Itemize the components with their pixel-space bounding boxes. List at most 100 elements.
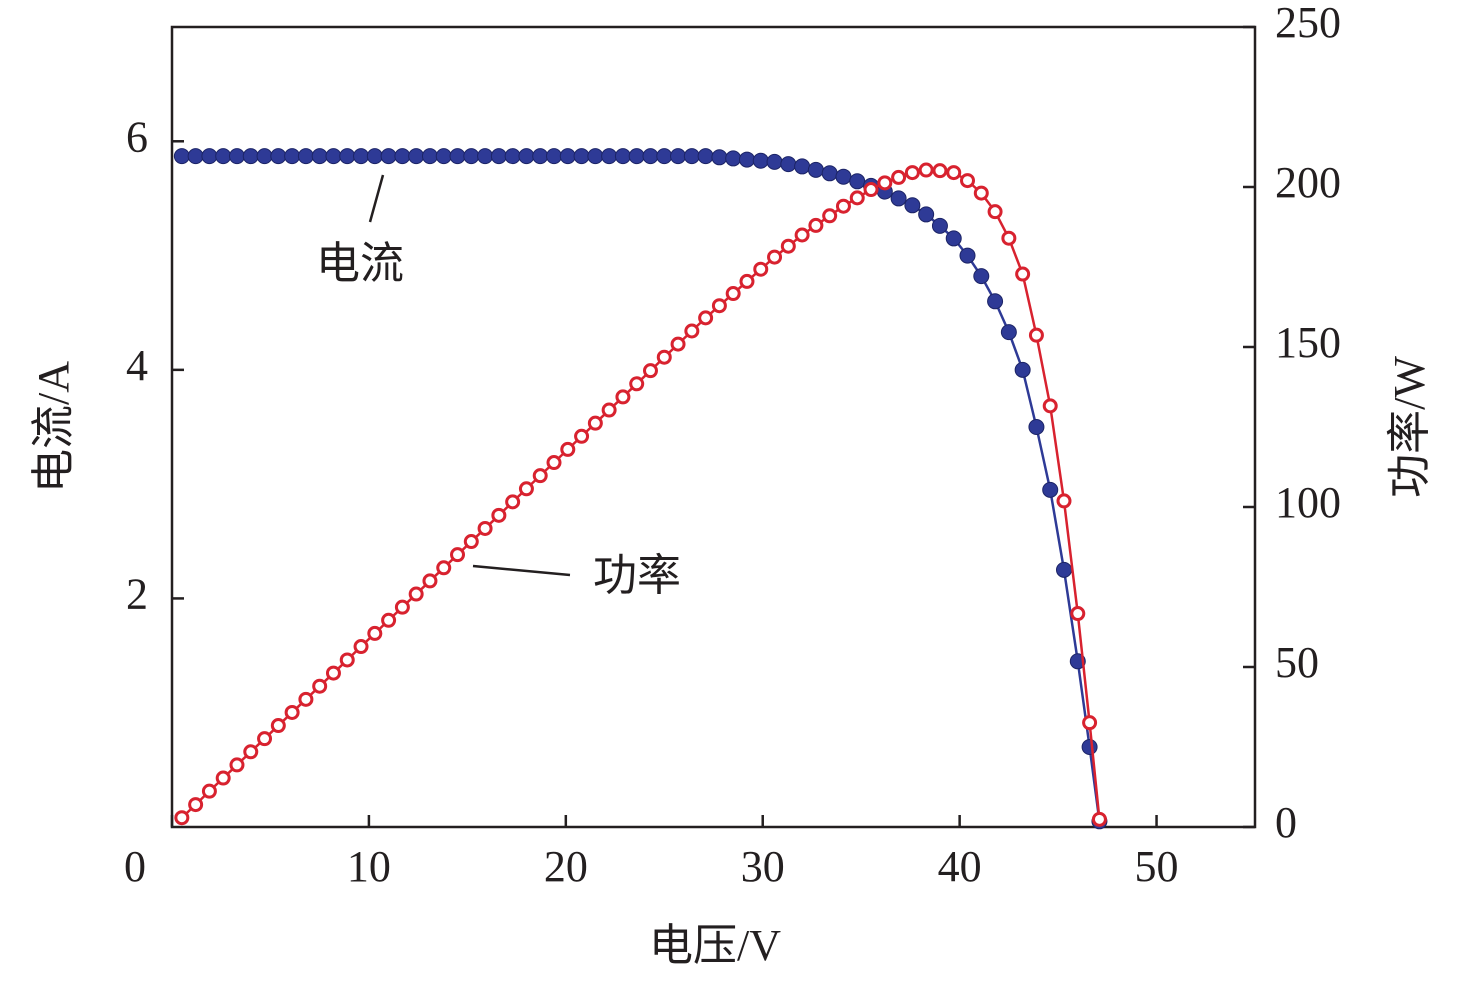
y-axis-label: 电流/A	[29, 361, 78, 493]
point	[1082, 715, 1098, 731]
point	[559, 148, 576, 165]
point	[518, 481, 534, 497]
point	[518, 148, 535, 165]
y-tick-label: 2	[126, 570, 148, 619]
y2-tick-label: 50	[1275, 638, 1319, 687]
x-tick-label: 30	[741, 842, 785, 891]
point	[1081, 739, 1098, 755]
point	[1015, 266, 1031, 282]
point	[435, 148, 452, 165]
point	[339, 652, 355, 668]
point	[270, 148, 287, 165]
point	[298, 691, 314, 707]
point	[767, 249, 783, 265]
point	[1028, 419, 1045, 435]
y2-tick-label: 150	[1275, 318, 1341, 367]
point	[1014, 361, 1031, 378]
point	[904, 165, 920, 181]
point	[973, 185, 989, 201]
point	[725, 286, 741, 302]
y2-axis-label: 功率/W	[1385, 356, 1434, 498]
y2-tick-label: 100	[1275, 478, 1341, 527]
point	[463, 148, 480, 165]
point	[766, 153, 783, 170]
point	[656, 148, 673, 165]
point	[353, 148, 370, 165]
x-tick-label: 20	[544, 842, 588, 891]
point	[490, 148, 507, 165]
point	[684, 323, 700, 339]
point	[642, 363, 658, 379]
point	[725, 150, 742, 167]
point	[450, 547, 466, 563]
point	[366, 148, 383, 165]
point	[973, 268, 990, 285]
point	[849, 173, 866, 190]
point	[339, 148, 356, 165]
point	[711, 298, 727, 314]
point	[945, 230, 962, 247]
point	[794, 227, 810, 243]
point	[1042, 398, 1058, 414]
x-tick-label: 0	[124, 842, 146, 891]
point	[504, 148, 521, 165]
y-tick-label: 6	[126, 112, 148, 161]
point	[229, 757, 245, 773]
point	[918, 206, 935, 223]
point	[1001, 230, 1017, 246]
point	[697, 148, 714, 165]
point	[174, 810, 190, 826]
x-tick-label: 10	[347, 842, 391, 891]
point	[325, 665, 341, 681]
point	[408, 586, 424, 602]
point	[1028, 327, 1044, 343]
point	[780, 156, 797, 173]
annotation: 功率	[593, 551, 681, 600]
point	[187, 148, 204, 165]
point	[422, 573, 438, 589]
point	[808, 217, 824, 233]
y-tick-label: 4	[126, 341, 148, 390]
point	[532, 148, 549, 165]
point	[408, 148, 425, 165]
point	[891, 169, 907, 185]
point	[683, 148, 700, 165]
point	[243, 744, 259, 760]
point	[821, 165, 838, 182]
point	[573, 148, 590, 165]
point	[628, 148, 645, 165]
point	[753, 261, 769, 277]
point	[436, 560, 452, 576]
point	[477, 520, 493, 536]
point	[642, 148, 659, 165]
annotation-leader	[472, 564, 571, 577]
point	[560, 441, 576, 457]
point	[256, 148, 273, 165]
point	[698, 310, 714, 326]
point	[421, 148, 438, 165]
point	[946, 165, 962, 181]
point	[752, 152, 769, 169]
point	[546, 455, 562, 471]
point	[807, 161, 824, 178]
point	[822, 208, 838, 224]
annotation-leader	[368, 174, 385, 223]
point	[904, 197, 921, 214]
point	[918, 162, 934, 178]
point	[367, 625, 383, 641]
point	[863, 182, 879, 198]
point	[491, 507, 507, 523]
point	[931, 217, 948, 234]
point	[670, 148, 687, 165]
point	[394, 599, 410, 615]
x-axis-label: 电压/V	[649, 921, 781, 970]
point	[1070, 606, 1086, 622]
point	[601, 402, 617, 418]
point	[532, 468, 548, 484]
point	[1055, 561, 1072, 578]
point	[670, 336, 686, 352]
point	[463, 534, 479, 550]
point	[587, 148, 604, 165]
point	[449, 148, 466, 165]
